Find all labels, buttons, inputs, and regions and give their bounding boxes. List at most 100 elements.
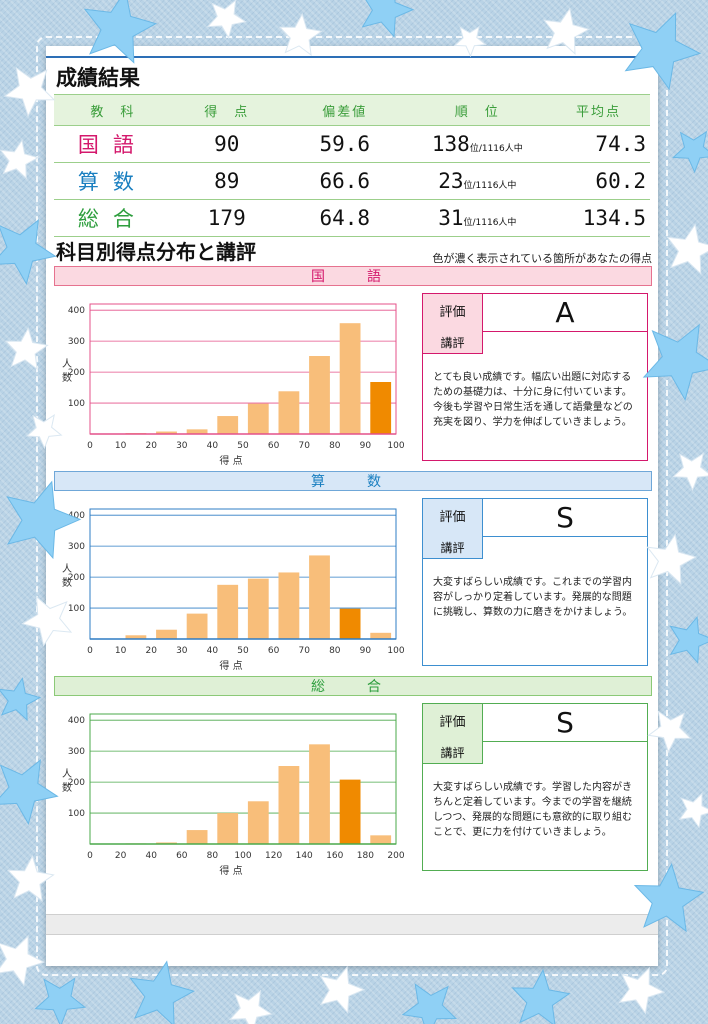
rank-number: 138 <box>431 132 470 156</box>
bar <box>370 632 392 639</box>
x-tick-label: 90 <box>360 646 372 656</box>
x-tick-label: 200 <box>387 851 404 861</box>
star-icon <box>666 223 708 275</box>
x-tick-label: 160 <box>326 851 343 861</box>
x-tick-label: 0 <box>87 441 93 451</box>
evaluation-box: 評価 S 講評大変すばらしい成績です。これまでの学習内容がしっかり定着しています。発… <box>422 498 648 666</box>
comment-label: 講評 <box>423 537 483 559</box>
bar <box>156 629 177 639</box>
y-axis-label: 人 <box>62 358 72 370</box>
x-tick-label: 80 <box>329 646 341 656</box>
grades-table: 教 科 得 点 偏差値 順 位 平均点 国語 90 59.6 138位/1116人中 7… <box>54 94 650 237</box>
star-icon <box>669 615 708 664</box>
report-title: 成績結果 <box>56 66 140 90</box>
rank-number: 31 <box>438 206 464 230</box>
sheet-top-line <box>46 56 658 58</box>
header-deviation: 偏差値 <box>281 94 408 126</box>
bar <box>217 584 239 639</box>
y-tick-label: 200 <box>68 368 85 378</box>
x-tick-label: 100 <box>387 646 404 656</box>
bar <box>278 766 300 844</box>
section-title: 科目別得点分布と講評 <box>56 240 256 264</box>
y-tick-label: 300 <box>68 337 85 347</box>
comment-text: 大変すばらしい成績です。これまでの学習内容がしっかり定着しています。発展的な問題… <box>433 577 633 618</box>
comment-text: とても良い成績です。幅広い出題に対応するための基礎力は、十分に身に付いています。… <box>433 372 633 428</box>
report-sheet: 成績結果 教 科 得 点 偏差値 順 位 平均点 国語 90 59.6 138位/11… <box>46 46 658 966</box>
x-tick-label: 40 <box>207 646 219 656</box>
y-axis-label: 数 <box>62 576 72 589</box>
x-tick-label: 60 <box>176 851 188 861</box>
row-deviation: 59.6 <box>281 125 408 163</box>
x-axis-label: 得 点 <box>219 455 242 467</box>
x-tick-label: 10 <box>115 441 127 451</box>
rank-suffix: 位/1116人中 <box>463 218 517 228</box>
row-deviation: 64.8 <box>281 199 408 237</box>
bar <box>309 356 330 434</box>
x-tick-label: 40 <box>207 441 219 451</box>
bar <box>339 323 361 434</box>
x-tick-label: 100 <box>234 851 251 861</box>
x-tick-label: 60 <box>268 646 280 656</box>
row-average: 60.2 <box>546 162 650 200</box>
bar <box>247 403 269 434</box>
star-icon <box>34 977 87 1024</box>
y-tick-label: 400 <box>68 511 85 521</box>
rank-number: 23 <box>438 169 464 193</box>
distribution-chart: 100 200 300 400 0 10 20 30 40 50 60 70 80 90 100 得 点 人数 <box>56 501 406 681</box>
bar <box>309 744 330 844</box>
bar-highlight <box>370 382 392 434</box>
x-tick-label: 20 <box>115 851 127 861</box>
star-icon <box>0 677 42 722</box>
x-tick-label: 90 <box>360 441 372 451</box>
rank-suffix: 位/1116人中 <box>469 144 523 154</box>
y-tick-label: 100 <box>68 809 85 819</box>
comment-label: 講評 <box>423 332 483 354</box>
y-tick-label: 400 <box>68 306 85 316</box>
bar <box>247 578 269 639</box>
star-icon <box>361 0 415 38</box>
evaluation-label: 評価 <box>423 294 483 332</box>
x-axis-label: 得 点 <box>219 660 242 672</box>
row-rank: 23位/1116人中 <box>407 162 547 200</box>
x-tick-label: 100 <box>387 441 404 451</box>
comment-text: 大変すばらしい成績です。学習した内容がきちんと定着しています。今までの学習を継続… <box>433 782 632 838</box>
x-tick-label: 80 <box>329 441 341 451</box>
x-tick-label: 70 <box>298 441 310 451</box>
star-icon <box>228 989 273 1024</box>
x-tick-label: 10 <box>115 646 127 656</box>
bar <box>370 835 392 844</box>
bar <box>247 801 269 844</box>
star-icon <box>206 0 247 40</box>
y-tick-label: 400 <box>68 716 85 726</box>
evaluation-label: 評価 <box>423 499 483 537</box>
chart-svg: 100 200 300 400 0 10 20 30 40 50 60 70 80 90 100 得 点 人数 <box>62 303 405 467</box>
bar <box>278 391 300 434</box>
row-average: 74.3 <box>546 125 650 163</box>
star-icon <box>511 968 571 1024</box>
bar <box>186 613 208 639</box>
evaluation-grade: S <box>556 501 574 534</box>
row-deviation: 66.6 <box>281 162 408 200</box>
grades-row: 総合 179 64.8 31位/1116人中 134.5 <box>54 199 650 237</box>
star-icon <box>678 792 708 829</box>
x-tick-label: 30 <box>176 646 188 656</box>
chart-svg: 100 200 300 400 0 20 40 60 80 100 120 140 160 180 200 得… <box>62 713 405 877</box>
x-tick-label: 0 <box>87 646 93 656</box>
chart-svg: 100 200 300 400 0 10 20 30 40 50 60 70 80 90 100 得 点 人数 <box>62 508 405 672</box>
star-icon <box>401 983 458 1024</box>
bar <box>125 635 147 639</box>
bar-highlight <box>339 779 361 844</box>
row-score: 179 <box>171 199 282 237</box>
y-tick-label: 300 <box>68 747 85 757</box>
x-tick-label: 50 <box>237 441 249 451</box>
x-tick-label: 30 <box>176 441 188 451</box>
footer-strip <box>46 914 658 934</box>
row-subject: 総合 <box>54 199 172 237</box>
star-icon <box>672 130 708 174</box>
bar <box>278 572 300 639</box>
evaluation-label: 評価 <box>423 704 483 742</box>
x-axis-label: 得 点 <box>219 865 242 877</box>
bar <box>309 555 330 639</box>
evaluation-box: 評価 S 講評 大変すばらしい成績です。学習した内容がきちんと定着しています。今までの… <box>422 703 648 871</box>
bar <box>186 429 208 434</box>
